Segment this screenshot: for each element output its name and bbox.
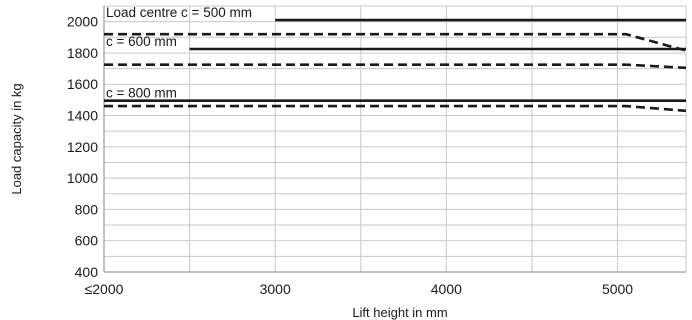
x-axis-title: Lift height in mm: [352, 305, 447, 320]
x-tick-label: ≤2000: [85, 281, 124, 297]
dashed-series-line: [104, 104, 687, 113]
dashed-series-line: [104, 32, 687, 52]
x-tick-label: 4000: [431, 281, 462, 297]
series: [104, 18, 687, 113]
y-tick-label: 1200: [67, 139, 98, 155]
y-tick-label: 2000: [67, 14, 98, 30]
curve-label: c = 600 mm: [106, 34, 177, 49]
y-tick-label: 400: [75, 264, 99, 280]
y-tick-label: 1400: [67, 108, 98, 124]
x-tick-label: 5000: [602, 281, 633, 297]
x-tick-label: 3000: [260, 281, 291, 297]
y-tick-label: 800: [75, 201, 99, 217]
y-tick-label: 1800: [67, 45, 98, 61]
y-tick-label: 600: [75, 233, 99, 249]
axes: 400 600 800 1000 1200 1400 1600 1800 2000 ≤2000 30…: [67, 6, 686, 297]
dashed-series-line: [104, 63, 687, 70]
y-tick-label: 1000: [67, 170, 98, 186]
grid: [104, 5, 687, 272]
y-axis-title: Load capacity in kg: [9, 83, 24, 194]
curve-labels: Load centre c = 500 mm c = 600 mm c = 800 …: [106, 5, 252, 101]
curve-label: c = 800 mm: [106, 86, 177, 101]
curve-label: Load centre c = 500 mm: [106, 5, 252, 20]
y-tick-label: 1600: [67, 76, 98, 92]
